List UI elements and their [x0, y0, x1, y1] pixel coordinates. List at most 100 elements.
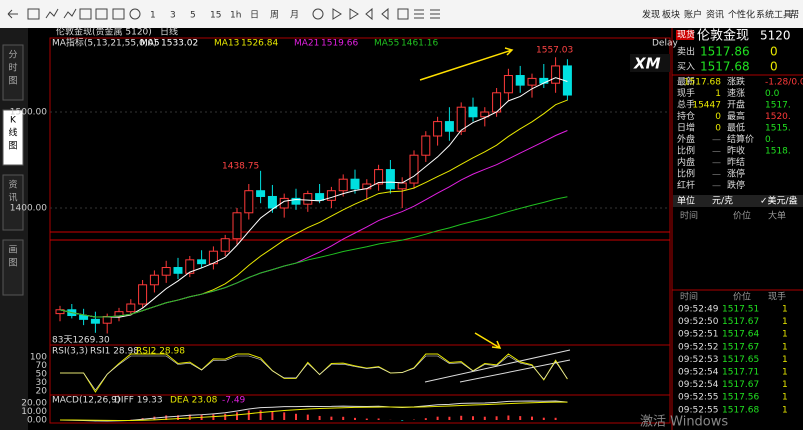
period-button[interactable]: 15	[210, 11, 221, 21]
ma-name: MA55	[374, 39, 399, 49]
candle-body	[527, 77, 537, 86]
candle-body	[350, 178, 360, 190]
logo: XM	[633, 55, 661, 73]
icon	[129, 8, 141, 20]
macd-tick: 10.00	[21, 407, 47, 417]
row-value: —	[712, 147, 721, 157]
side-tab-label: 图	[8, 258, 17, 269]
candle-body	[102, 315, 112, 324]
ma-value: 1519.66	[321, 39, 358, 49]
period-button[interactable]: 5	[190, 11, 196, 21]
trade-volume: 1	[782, 355, 788, 365]
side-tab-label: 讯	[8, 193, 17, 204]
toolbar-icons	[7, 7, 440, 21]
trade-time: 09:52:51	[678, 330, 718, 340]
column-header: 价位	[733, 210, 751, 222]
trade-price: 1517.65	[722, 355, 759, 365]
unit-option[interactable]: 元/克	[712, 196, 733, 207]
side-tab[interactable]	[2, 109, 24, 166]
icon	[95, 8, 108, 20]
ma-name: MA5	[140, 39, 160, 49]
period: 日线	[160, 26, 178, 38]
y-tick-label: 1500.00	[10, 108, 47, 118]
ma-line	[59, 196, 568, 318]
side-tab-label: 分	[8, 50, 17, 61]
row-value: —	[712, 135, 721, 145]
period-button[interactable]: 3	[170, 11, 176, 21]
candle-body	[385, 169, 395, 190]
column-header: 现手	[768, 291, 786, 303]
ma-label: MA指标(5,13,21,55,0,0)	[52, 37, 157, 49]
column-header: 价位	[733, 291, 751, 303]
candle-body	[397, 182, 407, 190]
unit-option[interactable]: ✓美元/盎	[760, 195, 798, 207]
candle-body	[126, 303, 136, 313]
side-tab[interactable]	[2, 239, 24, 296]
menu-item[interactable]: 帮	[790, 9, 799, 21]
ma-value: 1533.02	[161, 39, 198, 49]
trade-time: 09:52:55	[678, 405, 718, 415]
row-label: 涨停	[727, 168, 745, 180]
candle-body	[220, 238, 230, 252]
trade-volume: 1	[782, 405, 788, 415]
side-tab[interactable]	[2, 44, 24, 101]
workspace	[0, 28, 803, 430]
trade-volume: 1	[782, 342, 788, 352]
macd-tick: 20.00	[21, 399, 47, 409]
instrument-name: 伦敦金现	[697, 28, 749, 44]
ma-line	[59, 77, 568, 318]
icon	[27, 8, 40, 20]
row-value: —	[712, 170, 721, 180]
period-button[interactable]: 1	[150, 11, 156, 21]
menu-item[interactable]: 系统工具	[756, 9, 792, 21]
menu-item[interactable]: 个性化	[728, 9, 755, 21]
badge: 现货	[677, 29, 695, 41]
menu-item[interactable]: 板块	[662, 9, 680, 21]
icon	[79, 8, 92, 20]
logo-box	[630, 54, 670, 72]
candle-body	[244, 190, 254, 214]
icon	[63, 8, 77, 19]
row-label: 昨收	[727, 145, 745, 157]
row-label: 日增	[677, 122, 695, 134]
menu-item[interactable]: 账户	[684, 9, 702, 21]
rsi-label: RSI(3,3)	[52, 347, 88, 357]
delay: Delay	[652, 39, 678, 49]
watermark: 激活 Windows	[640, 415, 728, 430]
period-button[interactable]: 月	[290, 10, 299, 21]
trade-time: 09:52:52	[678, 342, 718, 352]
period-button[interactable]: 日	[250, 10, 259, 21]
row-label: 最低	[727, 122, 745, 134]
candle-body	[303, 193, 313, 205]
row-label: 跌停	[727, 179, 745, 191]
menu-item[interactable]: 发现	[642, 9, 660, 21]
quote-volume: 0	[770, 60, 778, 74]
icons	[332, 7, 440, 21]
row-label: 最新	[677, 76, 695, 88]
low-label: 83天1269.30	[52, 336, 110, 346]
trend-line	[424, 349, 571, 383]
row-label: 比例	[677, 145, 695, 157]
trade-volume: 1	[782, 330, 788, 340]
period-button[interactable]: 1h	[230, 11, 241, 21]
menu-item[interactable]: 资讯	[706, 10, 724, 21]
macd-value: DEA 23.08	[170, 396, 218, 406]
candle-body	[173, 267, 183, 274]
trade-time: 09:52:53	[678, 355, 718, 365]
side-tab-label: 时	[8, 62, 17, 74]
row-value: 0.	[765, 135, 774, 145]
trade-volume: 1	[782, 305, 788, 315]
period-button[interactable]: 周	[270, 10, 279, 21]
side-tab-label: 图	[8, 76, 17, 87]
candle-body	[197, 259, 207, 265]
side-tab[interactable]	[2, 174, 24, 231]
trade-volume: 1	[782, 380, 788, 390]
candle-body	[421, 135, 431, 156]
macd-label: MACD(12,26,9)	[52, 396, 120, 406]
candle-body	[161, 267, 171, 276]
quote-label: 卖出	[677, 46, 695, 58]
row-value: 0	[715, 112, 721, 122]
rsi-tick: 50	[36, 370, 48, 380]
candle-body	[79, 315, 89, 320]
back-icon	[7, 9, 18, 19]
